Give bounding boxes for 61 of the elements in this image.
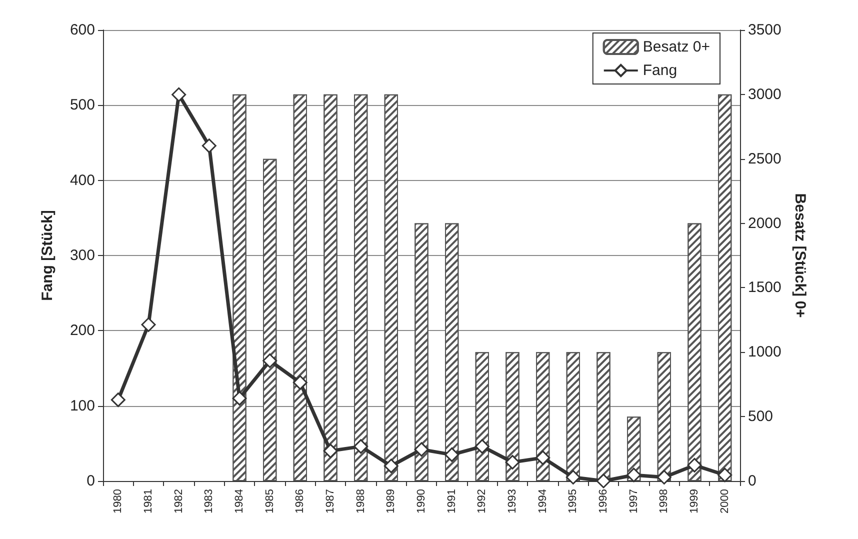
point bbox=[566, 470, 580, 484]
x-tick-label: 1991 bbox=[446, 489, 458, 514]
point bbox=[292, 375, 308, 390]
y-tick-label: 400 bbox=[70, 172, 95, 189]
point bbox=[656, 470, 672, 484]
point bbox=[232, 391, 247, 406]
point bbox=[687, 458, 702, 472]
point bbox=[172, 87, 186, 102]
y2-tick-label: 3000 bbox=[748, 86, 782, 103]
point bbox=[474, 439, 490, 454]
x-tick-label: 1986 bbox=[294, 489, 306, 514]
y-tick-label: 200 bbox=[70, 322, 95, 340]
y2-tick-label: 500 bbox=[748, 408, 774, 426]
y-tick-label: 0 bbox=[86, 472, 95, 490]
y-tick-label: 100 bbox=[70, 397, 95, 414]
x-tick-label: 1993 bbox=[506, 489, 518, 514]
point bbox=[323, 444, 338, 458]
point bbox=[596, 474, 611, 488]
point bbox=[718, 468, 732, 482]
point bbox=[354, 439, 368, 454]
y2-tick-label: 0 bbox=[748, 472, 756, 490]
point bbox=[536, 450, 550, 465]
point bbox=[141, 317, 156, 332]
x-tick-label: 1997 bbox=[628, 489, 640, 514]
x-tick-label: 1983 bbox=[203, 489, 216, 514]
point bbox=[202, 138, 216, 154]
x-tick-label: 1982 bbox=[172, 489, 185, 514]
legend-label: Besatz 0+ bbox=[642, 38, 710, 56]
y2-tick-label: 1000 bbox=[748, 344, 782, 361]
y-tick-label: 300 bbox=[70, 247, 95, 264]
y2-tick-label: 1500 bbox=[748, 279, 782, 296]
legend-label: Fang bbox=[642, 62, 678, 79]
x-tick-label: 1994 bbox=[536, 489, 549, 514]
y-tick-label: 600 bbox=[70, 22, 95, 38]
point bbox=[262, 353, 278, 368]
y2-tick-label: 2500 bbox=[748, 150, 782, 168]
x-tick-label: 1999 bbox=[688, 489, 700, 514]
x-tick-label: 1985 bbox=[264, 489, 276, 514]
y-axis-title: Fang [Stück] bbox=[39, 210, 56, 301]
x-tick-label: 1980 bbox=[112, 489, 124, 514]
x-tick-label: 1984 bbox=[234, 489, 246, 514]
point bbox=[505, 454, 520, 470]
point bbox=[444, 447, 460, 462]
x-tick-label: 1996 bbox=[598, 489, 610, 514]
point bbox=[110, 392, 126, 408]
x-tick-label: 1988 bbox=[354, 489, 367, 514]
y-tick-label: 500 bbox=[70, 96, 95, 114]
y2-tick-label: 2000 bbox=[748, 214, 782, 232]
x-tick-label: 1998 bbox=[658, 489, 670, 514]
y2-axis-title: Besatz [Stück] 0+ bbox=[791, 193, 808, 318]
x-tick-label: 1995 bbox=[567, 489, 580, 514]
point bbox=[384, 458, 398, 474]
point bbox=[626, 468, 642, 482]
x-tick-label: 1990 bbox=[416, 489, 428, 514]
x-tick-label: 1981 bbox=[142, 489, 154, 514]
x-tick-label: 1992 bbox=[476, 489, 488, 514]
x-tick-label: 2000 bbox=[718, 489, 731, 514]
point bbox=[414, 442, 429, 457]
x-tick-label: 1989 bbox=[385, 489, 398, 514]
y2-tick-label: 3500 bbox=[748, 22, 782, 38]
x-tick-label: 1987 bbox=[324, 489, 336, 514]
